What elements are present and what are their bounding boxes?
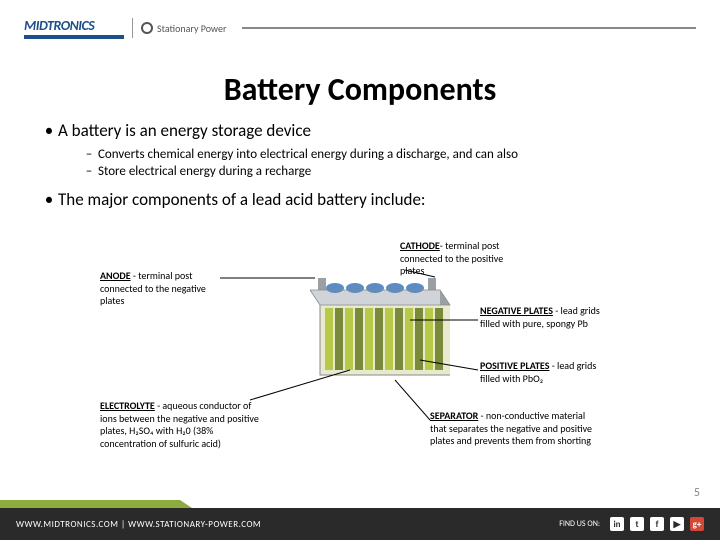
- header-rule: [242, 27, 696, 29]
- logo-stationary-power: Stationary Power: [141, 22, 226, 35]
- bullet-1b: –Store electrical energy during a rechar…: [80, 164, 690, 179]
- page-number: 5: [694, 486, 700, 500]
- find-us-label: FIND US ON:: [559, 519, 600, 529]
- facebook-icon: f: [650, 517, 664, 531]
- page-title: Battery Components: [0, 70, 720, 109]
- youtube-icon: ▶: [670, 517, 684, 531]
- battery-image: [290, 260, 460, 390]
- footer-accent: [0, 500, 180, 508]
- twitter-icon: t: [630, 517, 644, 531]
- gear-icon: [141, 22, 153, 34]
- bullet-1a: –Converts chemical energy into electrica…: [80, 147, 690, 162]
- label-negative-plates: NEGATIVE PLATES - lead grids filled with…: [480, 305, 600, 330]
- footer: WWW.MIDTRONICS.COM | WWW.STATIONARY-POWE…: [0, 508, 720, 540]
- label-cathode: CATHODE- terminal post connected to the …: [400, 240, 510, 278]
- content: •A battery is an energy storage device –…: [40, 120, 690, 216]
- bullet-1: •A battery is an energy storage device: [40, 120, 690, 141]
- footer-links: WWW.MIDTRONICS.COM | WWW.STATIONARY-POWE…: [16, 519, 261, 530]
- logo-separator: [132, 18, 133, 38]
- label-separator: SEPARATOR - non-conductive material that…: [430, 410, 600, 448]
- gplus-icon: g+: [690, 517, 704, 531]
- logo-midtronics: MIDTRONICS: [24, 17, 124, 39]
- label-anode: ANODE - terminal post connected to the n…: [100, 270, 230, 308]
- linkedin-icon: in: [610, 517, 624, 531]
- diagram: ANODE - terminal post connected to the n…: [100, 250, 690, 480]
- header: MIDTRONICS Stationary Power: [24, 14, 696, 42]
- label-electrolyte: ELECTROLYTE - aqueous conductor of ions …: [100, 400, 270, 450]
- label-positive-plates: POSITIVE PLATES - lead grids filled with…: [480, 360, 600, 385]
- footer-social: FIND US ON: in t f ▶ g+: [559, 517, 704, 531]
- bullet-2: •The major components of a lead acid bat…: [40, 189, 690, 210]
